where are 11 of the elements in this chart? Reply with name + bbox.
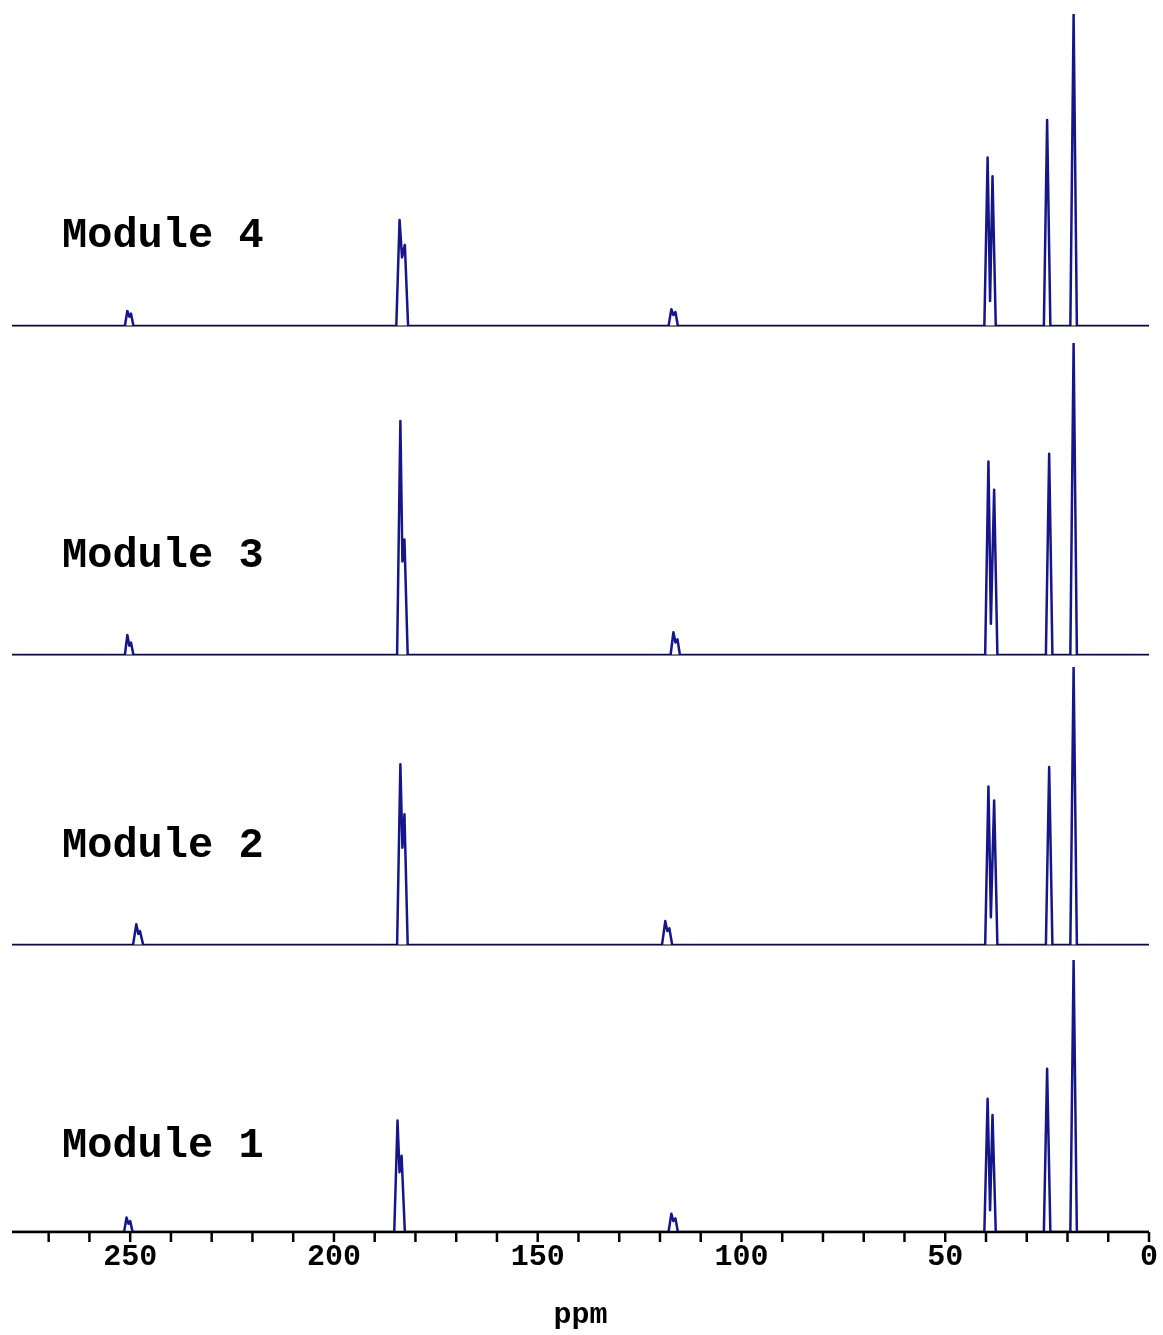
x-tick-label: 200 [306,1240,361,1275]
x-tick-label: 100 [714,1240,769,1275]
x-tick-label: 250 [103,1240,158,1275]
x-tick-label: 150 [510,1240,565,1275]
series-label: Module 3 [62,532,264,580]
x-tick-label: 0 [1139,1240,1159,1275]
x-axis-title: ppm [553,1298,608,1332]
series-label: Module 4 [62,212,264,260]
x-tick-label: 50 [927,1240,964,1275]
series-label: Module 1 [62,1122,264,1170]
series-label: Module 2 [62,822,264,870]
